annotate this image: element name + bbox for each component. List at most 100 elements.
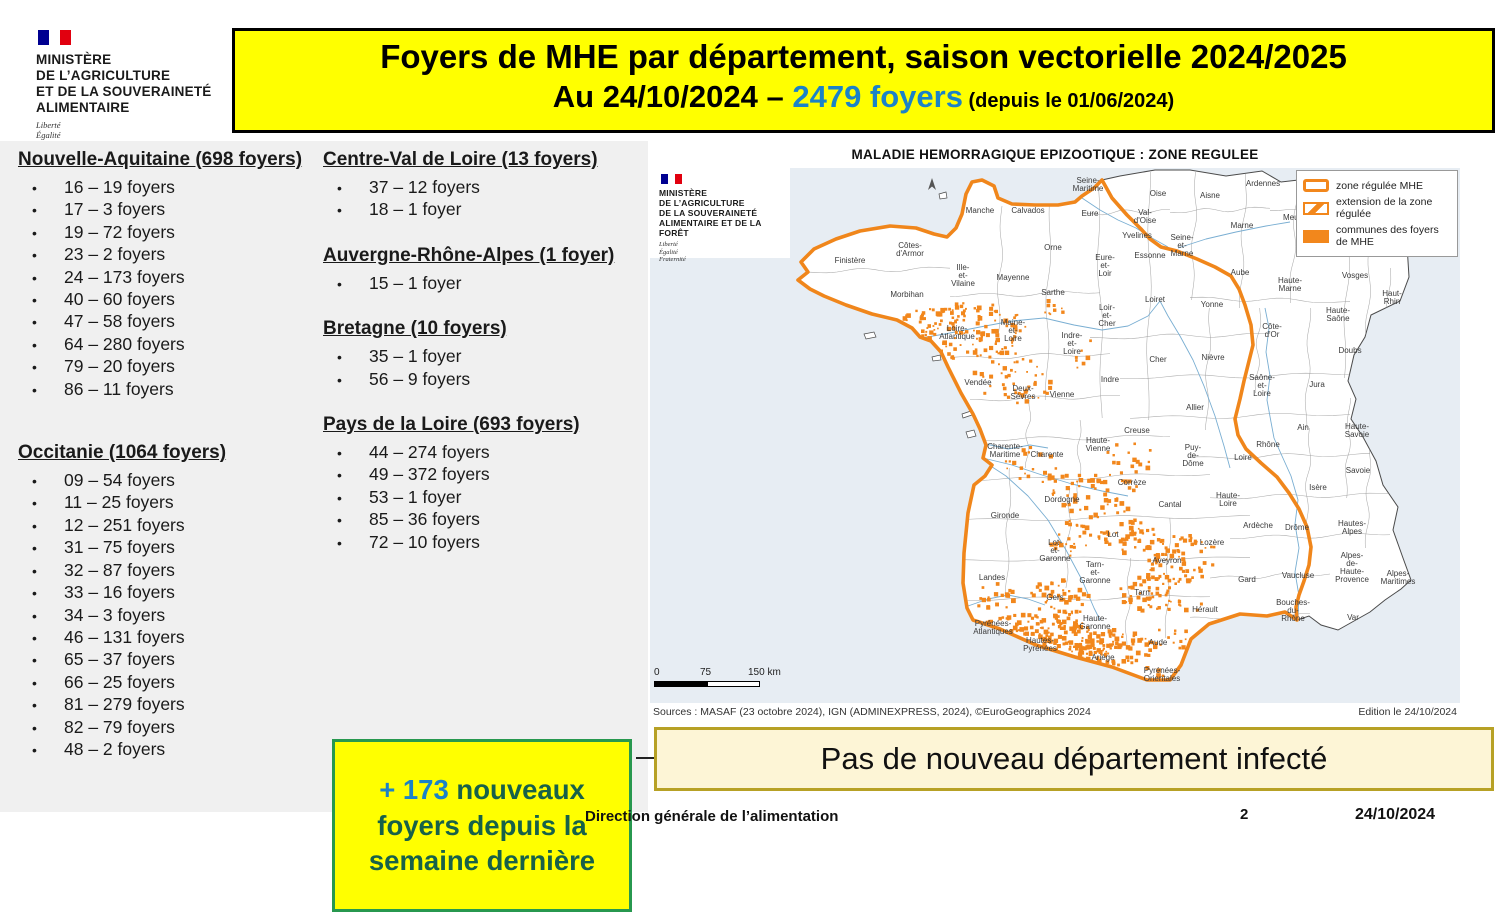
department-label: Ardennes xyxy=(1246,179,1280,188)
department-label: Haute-Saône xyxy=(1326,306,1350,323)
department-label: Aude xyxy=(1149,638,1168,647)
department-label: Vendée xyxy=(964,378,992,387)
department-label: Deux-Sèvres xyxy=(1011,384,1036,401)
region-lists-panel: Nouvelle-Aquitaine (698 foyers) 16 – 19 f… xyxy=(0,141,648,912)
department-label: Creuse xyxy=(1124,426,1150,435)
ministry-line: DE L’AGRICULTURE xyxy=(659,198,745,208)
department-label: Ille-et-Vilaine xyxy=(951,263,975,288)
foyer-item: 81 – 279 foyers xyxy=(18,693,320,717)
department-label: Ardèche xyxy=(1243,521,1273,530)
department-label: Cantal xyxy=(1158,500,1181,509)
no-new-department-banner: Pas de nouveau département infecté xyxy=(654,727,1494,791)
department-label: Tarn-et-Garonne xyxy=(1079,560,1111,585)
legend-item: zone régulée MHE xyxy=(1303,179,1451,192)
department-label: Yvelines xyxy=(1122,231,1152,240)
region-list-column-1: Nouvelle-Aquitaine (698 foyers) 16 – 19 f… xyxy=(18,149,320,762)
department-label: Seine-Maritime xyxy=(1073,176,1104,193)
department-label: Loire xyxy=(1234,453,1252,462)
department-label: Charente xyxy=(1031,450,1064,459)
french-flag-icon xyxy=(38,30,211,45)
title-date-suffix: (depuis le 01/06/2024) xyxy=(962,90,1175,112)
department-label: Calvados xyxy=(1011,206,1044,215)
department-label: Haute-Marne xyxy=(1278,276,1302,293)
french-flag-icon xyxy=(661,174,790,184)
footer-date: 24/10/2024 xyxy=(1355,806,1436,823)
map-scalebar: 0 75 150 km xyxy=(654,667,784,687)
department-label: Seine-et-Marne xyxy=(1170,233,1193,258)
department-label: Aube xyxy=(1231,268,1250,277)
region-heading: Occitanie (1064 foyers) xyxy=(18,442,227,464)
department-label: Vosges xyxy=(1342,271,1368,280)
island xyxy=(931,354,942,362)
department-label: Haute-Vienne xyxy=(1086,436,1111,453)
map-title: MALADIE HEMORRAGIQUE EPIZOOTIQUE : ZONE … xyxy=(851,147,1259,162)
motto-line: Égalité xyxy=(36,129,61,140)
department-label: Bouches-du-Rhône xyxy=(1276,598,1310,623)
department-label: Morbihan xyxy=(890,290,923,299)
region-heading: Bretagne (10 foyers) xyxy=(323,318,507,340)
foyer-item: 11 – 25 foyers xyxy=(18,491,320,515)
foyer-item: 44 – 274 foyers xyxy=(323,441,645,465)
ministry-line: ALIMENTAIRE xyxy=(36,100,130,115)
scalebar-bar xyxy=(654,681,784,687)
department-label: Oise xyxy=(1150,189,1167,198)
region-heading: Pays de la Loire (693 foyers) xyxy=(323,414,580,436)
slide-title-line2: Au 24/10/2024 – 2479 foyers (depuis le 0… xyxy=(235,79,1492,115)
department-label: Loir-et-Cher xyxy=(1098,303,1116,328)
foyer-item: 09 – 54 foyers xyxy=(18,469,320,493)
region-heading: Nouvelle-Aquitaine (698 foyers) xyxy=(18,149,303,170)
department-label: Lot-et-Garonne xyxy=(1039,538,1071,563)
foyer-item: 31 – 75 foyers xyxy=(18,536,320,560)
map-panel: MALADIE HEMORRAGIQUE EPIZOOTIQUE : ZONE … xyxy=(650,143,1460,721)
island xyxy=(938,191,948,200)
department-label: Vaucluse xyxy=(1282,571,1315,580)
region-heading: Centre-Val de Loire (13 foyers) xyxy=(323,149,598,170)
foyer-item: 35 – 1 foyer xyxy=(323,345,645,369)
map-legend: zone régulée MHE extension de la zone rég… xyxy=(1296,170,1458,257)
department-label: Aveyron xyxy=(1152,556,1181,565)
department-label: Finistère xyxy=(835,256,866,265)
foyer-item: 53 – 1 foyer xyxy=(323,486,645,510)
department-label: Gironde xyxy=(991,511,1020,520)
department-label: Puy-de-Dôme xyxy=(1182,443,1204,468)
region-section: Bretagne (10 foyers) 35 – 1 foyer56 – 9 f… xyxy=(323,318,645,391)
department-label: Alpes-Maritimes xyxy=(1381,569,1416,586)
department-label: Gard xyxy=(1238,575,1256,584)
ministry-line: DE LA SOUVERAINETÉ xyxy=(659,208,758,218)
department-label: Côtes-d'Armor xyxy=(896,241,924,258)
department-label: Essonne xyxy=(1134,251,1166,260)
department-label: Côte-d'Or xyxy=(1262,322,1282,339)
legend-item: communes des foyers de MHE xyxy=(1303,224,1451,248)
department-label: Landes xyxy=(979,573,1005,582)
department-label: Haute-Savoie xyxy=(1345,422,1370,439)
department-label: Haute-Loire xyxy=(1216,491,1240,508)
department-label: Lozère xyxy=(1200,538,1225,547)
department-label: Cher xyxy=(1149,355,1167,364)
title-banner: Foyers de MHE par département, saison ve… xyxy=(232,28,1495,133)
department-label: Sarthe xyxy=(1041,288,1065,297)
department-label: Dordogne xyxy=(1044,495,1080,504)
department-label: Marne xyxy=(1231,221,1254,230)
department-label: Indre xyxy=(1101,375,1120,384)
department-label: Lot xyxy=(1107,530,1119,539)
legend-label: zone régulée MHE xyxy=(1336,179,1423,192)
foyer-commune-clusters xyxy=(902,299,1216,680)
foyer-item: 82 – 79 foyers xyxy=(18,716,320,740)
department-label: Saône-et-Loire xyxy=(1249,373,1275,398)
department-label: Meuse xyxy=(1283,213,1308,222)
motto-line: Liberté xyxy=(659,241,678,248)
foyer-item: 47 – 58 foyers xyxy=(18,310,320,334)
map-sources: Sources : MASAF (23 octobre 2024), IGN (… xyxy=(653,706,1091,718)
department-label: Indre-et-Loire xyxy=(1062,331,1083,356)
ministry-name: MINISTÈRE DE L’AGRICULTURE ET DE LA SOUV… xyxy=(36,52,211,116)
map-edition-date: Edition le 24/10/2024 xyxy=(1358,706,1457,718)
region-section: Nouvelle-Aquitaine (698 foyers) 16 – 19 f… xyxy=(18,149,320,401)
legend-item: extension de la zone régulée xyxy=(1303,196,1451,220)
department-label: Rhône xyxy=(1256,440,1280,449)
motto: Liberté Égalité Fraternité xyxy=(659,241,790,264)
scale-tick: 150 km xyxy=(748,667,781,678)
foyer-item: 79 – 20 foyers xyxy=(18,355,320,379)
footer-page-number: 2 xyxy=(1240,806,1249,823)
slide-title-line1: Foyers de MHE par département, saison ve… xyxy=(380,38,1347,75)
north-arrow-icon xyxy=(928,178,936,190)
